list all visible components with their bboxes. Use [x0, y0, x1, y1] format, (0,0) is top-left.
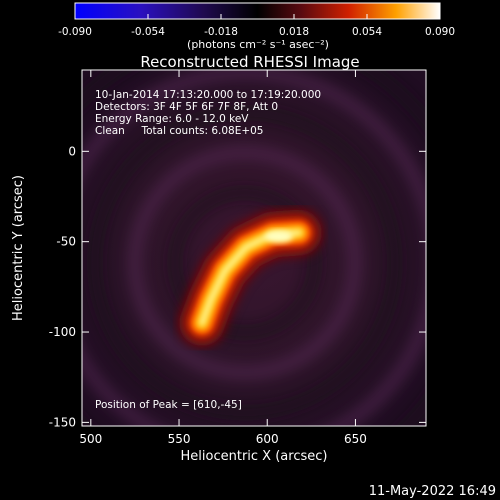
artifact-ring [82, 70, 426, 426]
peak-spot [264, 230, 293, 243]
colorbar [74, 2, 441, 20]
info-line: Detectors: 3F 4F 5F 6F 7F 8F, Att 0 [95, 101, 278, 113]
chart-title: Reconstructed RHESSI Image [140, 53, 359, 71]
artifact-ring [86, 104, 403, 421]
axis-ticks: 500 550 600 650 0 -50 -100 -150 [49, 70, 426, 446]
artifact-ring [126, 144, 363, 381]
colorbar-label: (photons cm⁻² s⁻¹ asec⁻²) [187, 38, 329, 51]
info-line: Clean Total counts: 6.08E+05 [95, 125, 264, 137]
colorbar-tick-label: -0.018 [204, 26, 238, 38]
info-line: 10-Jan-2014 17:13:20.000 to 17:19:20.000 [95, 89, 321, 101]
colorbar-tick-label: 0.018 [279, 26, 309, 38]
colorbar-ticks: -0.090 -0.054 -0.018 0.018 0.054 0.090 [58, 14, 455, 38]
x-tick-label: 650 [344, 432, 367, 446]
y-axis-label: Heliocentric Y (arcsec) [11, 175, 26, 321]
plot-frame [81, 69, 427, 427]
x-tick-label: 550 [168, 432, 191, 446]
x-tick-label: 600 [256, 432, 279, 446]
y-tick-label: -150 [49, 415, 76, 429]
colorbar-tick-label: 0.090 [425, 26, 455, 38]
y-tick-label: 0 [68, 144, 76, 158]
x-axis-label: Heliocentric X (arcsec) [181, 449, 328, 464]
peak-position-label: Position of Peak = [610,-45] [95, 399, 242, 411]
colorbar-tick-label: -0.090 [58, 26, 92, 38]
heatmap-image [82, 70, 426, 426]
y-tick-label: -50 [56, 235, 76, 249]
background-artifact-rings [82, 70, 426, 426]
colorbar-tick-label: 0.054 [352, 26, 382, 38]
info-line: Energy Range: 6.0 - 12.0 keV [95, 113, 249, 125]
y-tick-label: -100 [49, 325, 76, 339]
render-timestamp: 11-May-2022 16:49 [369, 484, 496, 499]
hxr-source [179, 209, 322, 346]
artifact-ring [166, 184, 323, 341]
info-block: 10-Jan-2014 17:13:20.000 to 17:19:20.000… [95, 89, 321, 137]
colorbar-tick-label: -0.054 [131, 26, 165, 38]
x-tick-label: 500 [79, 432, 102, 446]
